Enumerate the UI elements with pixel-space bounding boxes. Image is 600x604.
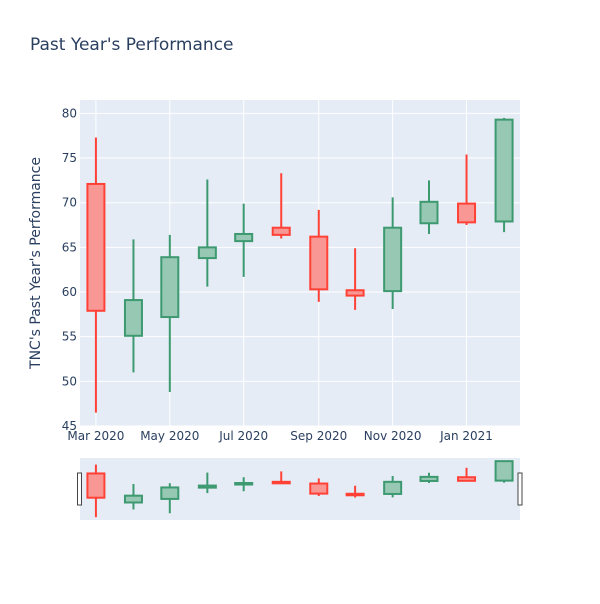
- candle[interactable]: [309, 209, 329, 302]
- x-tick-label: Jan 2021: [439, 429, 493, 443]
- mini-candle: [345, 485, 365, 498]
- mini-candle-body: [234, 482, 254, 486]
- candle-body: [419, 200, 439, 225]
- mini-candle: [383, 476, 403, 498]
- mini-candle-body: [197, 484, 217, 489]
- mini-candle-body: [160, 486, 180, 500]
- mini-candle-body: [345, 492, 365, 497]
- candle-body: [383, 226, 403, 293]
- mini-candle-body: [494, 460, 514, 482]
- x-tick-label: Sep 2020: [290, 429, 347, 443]
- mini-candle: [197, 472, 217, 494]
- candle[interactable]: [123, 239, 143, 373]
- range-slider-left-handle[interactable]: [77, 472, 82, 506]
- mini-candle: [234, 477, 254, 492]
- x-tick-label: Jul 2020: [218, 429, 268, 443]
- candle[interactable]: [197, 179, 217, 287]
- mini-candle: [123, 484, 143, 510]
- mini-candle-body: [383, 480, 403, 495]
- y-tick-label: 45: [62, 419, 77, 433]
- candle[interactable]: [86, 137, 106, 413]
- y-tick-label: 70: [62, 196, 77, 210]
- mini-candle: [419, 472, 439, 484]
- y-tick-label: 55: [62, 330, 77, 344]
- candle-body: [234, 232, 254, 243]
- candle-body: [345, 289, 365, 297]
- mini-candle: [309, 478, 329, 497]
- mini-candle: [457, 467, 477, 482]
- range-slider[interactable]: [80, 458, 520, 520]
- mini-candle: [86, 464, 106, 518]
- candle-body: [494, 118, 514, 223]
- chart-title: Past Year's Performance: [30, 35, 234, 55]
- y-axis-ticks: 45 50 55 60 65 70 75 80: [62, 106, 77, 433]
- mini-candle: [494, 460, 514, 483]
- candles: [86, 117, 514, 413]
- y-tick-label: 75: [62, 151, 77, 165]
- mini-candle-body: [271, 480, 291, 485]
- candle[interactable]: [494, 117, 514, 233]
- candle-body: [160, 256, 180, 319]
- candle-body: [197, 246, 217, 260]
- mini-candle-body: [309, 482, 329, 495]
- x-tick-label: May 2020: [140, 429, 199, 443]
- candle[interactable]: [271, 173, 291, 239]
- candle-body: [123, 299, 143, 337]
- y-tick-label: 60: [62, 285, 77, 299]
- range-slider-right-handle[interactable]: [517, 472, 523, 506]
- range-slider-candles: [86, 460, 514, 518]
- candle[interactable]: [160, 234, 180, 393]
- candle-body: [271, 226, 291, 236]
- candle[interactable]: [345, 248, 365, 310]
- mini-candle-body: [123, 494, 143, 504]
- candle-body: [309, 235, 329, 291]
- candle[interactable]: [457, 154, 477, 226]
- x-tick-label: Nov 2020: [364, 429, 422, 443]
- mini-candle-body: [419, 475, 439, 482]
- x-axis-ticks: Mar 2020 May 2020 Jul 2020 Sep 2020 Nov 2020…: [67, 429, 493, 443]
- y-tick-label: 50: [62, 374, 77, 388]
- candle[interactable]: [419, 180, 439, 234]
- candle-body: [457, 202, 477, 224]
- plot-area[interactable]: [80, 100, 520, 426]
- candle[interactable]: [383, 197, 403, 309]
- candle-body: [86, 182, 106, 312]
- y-tick-label: 65: [62, 240, 77, 254]
- mini-candle-body: [86, 472, 106, 499]
- mini-candle: [160, 483, 180, 514]
- y-tick-label: 80: [62, 106, 77, 120]
- mini-candle-body: [457, 476, 477, 482]
- mini-candle: [271, 471, 291, 485]
- x-tick-label: Mar 2020: [67, 429, 124, 443]
- y-axis-title: TNC's Past Year's Performance: [28, 157, 44, 370]
- candle[interactable]: [234, 203, 254, 277]
